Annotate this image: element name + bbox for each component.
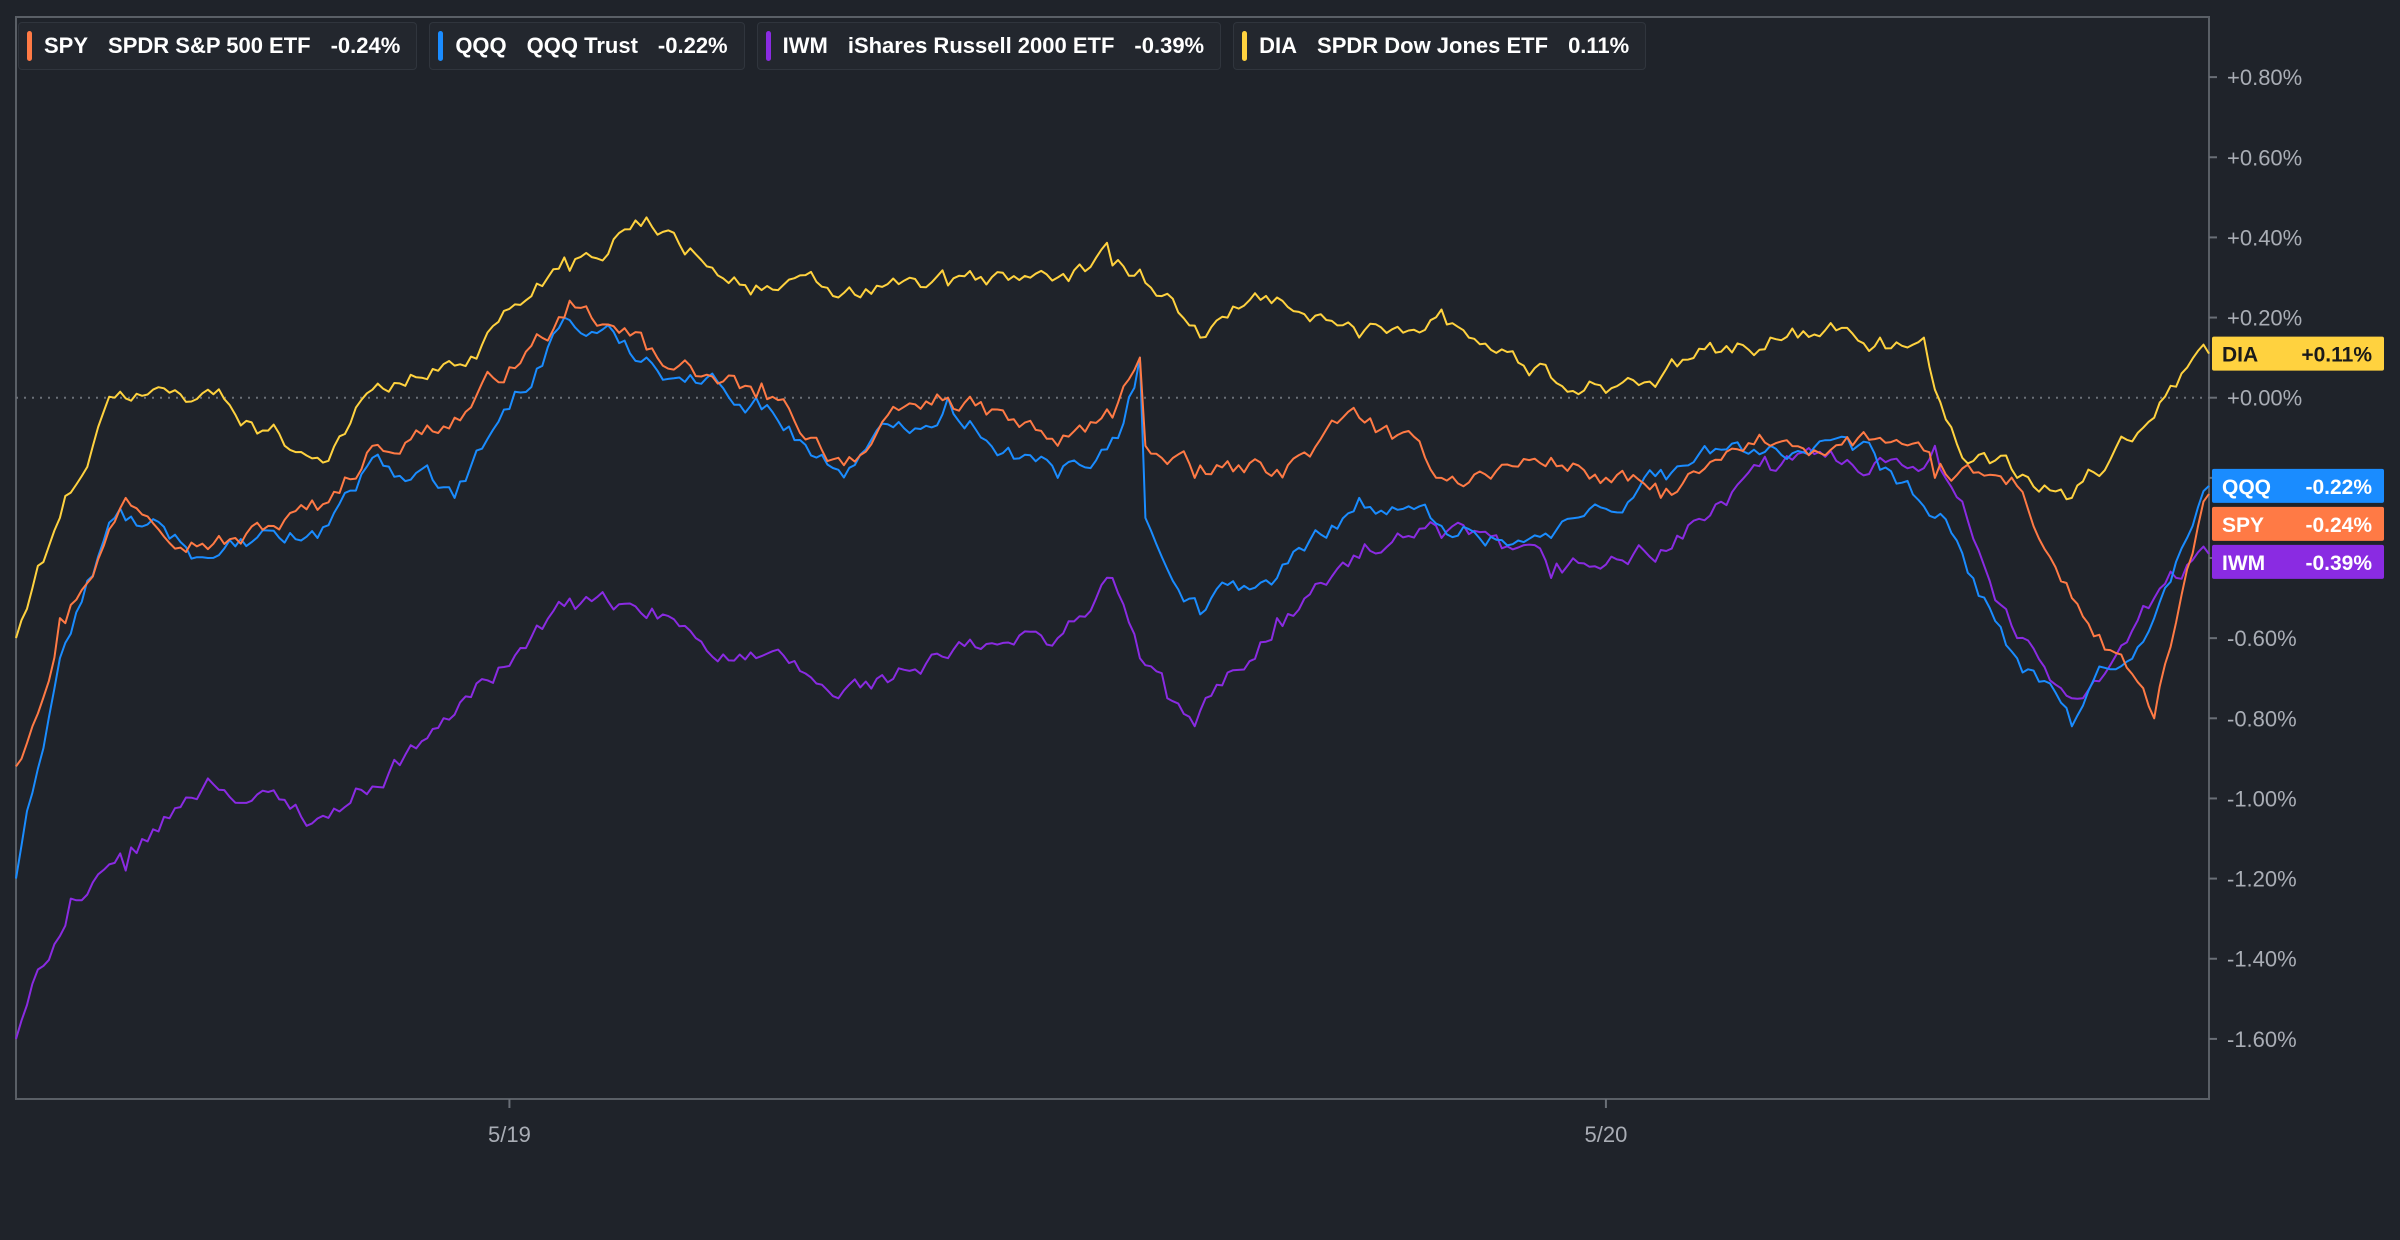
value-tag-dia: DIA +0.11% (2212, 336, 2384, 371)
legend: SPY SPDR S&P 500 ETF -0.24% QQQ QQQ Trus… (18, 22, 1647, 70)
x-tick-label: 5/19 (488, 1122, 531, 1147)
legend-ticker-qqq: QQQ (455, 33, 507, 58)
y-tick-label: +0.60% (2227, 145, 2302, 170)
series-line-qqq (15, 316, 2210, 879)
legend-name-iwm: iShares Russell 2000 ETF (847, 33, 1115, 58)
legend-item-qqq[interactable]: QQQ QQQ Trust -0.22% (429, 22, 745, 70)
legend-swatch-iwm (765, 31, 771, 61)
value-tag-ticker: QQQ (2222, 476, 2271, 499)
legend-item-dia[interactable]: DIA SPDR Dow Jones ETF 0.11% (1233, 22, 1647, 70)
value-tag-qqq: QQQ -0.22% (2212, 468, 2384, 503)
y-tick-label: -1.60% (2227, 1027, 2297, 1052)
y-tick-label: -1.20% (2227, 867, 2297, 892)
y-tick-label: -1.00% (2227, 786, 2297, 811)
series-line-iwm (15, 444, 2210, 1040)
legend-item-spy[interactable]: SPY SPDR S&P 500 ETF -0.24% (18, 22, 418, 70)
y-tick-label: +0.00% (2227, 386, 2302, 411)
value-tag-value: -0.22% (2305, 476, 2372, 499)
y-tick-label: +0.20% (2227, 306, 2302, 331)
value-tags: DIA +0.11% QQQ -0.22% SPY -0.24% IWM -0.39% (2212, 336, 2384, 579)
value-tag-ticker: IWM (2222, 552, 2265, 575)
x-axis: 5/19 5/20 (488, 1099, 1627, 1147)
y-tick-label: -1.40% (2227, 947, 2297, 972)
value-tag-ticker: SPY (2222, 514, 2264, 537)
legend-item-iwm[interactable]: IWM iShares Russell 2000 ETF -0.39% (756, 22, 1222, 70)
legend-change-spy: -0.24% (330, 33, 401, 58)
legend-name-dia: SPDR Dow Jones ETF (1317, 33, 1549, 58)
legend-change-qqq: -0.22% (657, 33, 728, 58)
x-tick-label: 5/20 (1585, 1122, 1628, 1147)
value-tag-value: -0.39% (2305, 552, 2372, 575)
y-tick-label: +0.40% (2227, 225, 2302, 250)
series-line-spy (15, 299, 2210, 767)
legend-swatch-qqq (438, 31, 444, 61)
legend-ticker-dia: DIA (1259, 33, 1298, 58)
y-tick-label: -0.60% (2227, 626, 2297, 651)
legend-swatch-dia (1242, 31, 1248, 61)
legend-change-dia: 0.11% (1568, 33, 1630, 58)
legend-name-spy: SPDR S&P 500 ETF (108, 33, 311, 58)
value-tag-ticker: DIA (2222, 344, 2258, 367)
series-line-dia (15, 216, 2210, 639)
y-tick-label: +0.80% (2227, 65, 2302, 90)
legend-name-qqq: QQQ Trust (526, 33, 638, 58)
value-tag-value: +0.11% (2301, 344, 2372, 367)
y-tick-label: -0.80% (2227, 706, 2297, 731)
legend-ticker-iwm: IWM (782, 33, 828, 58)
value-tag-spy: SPY -0.24% (2212, 506, 2384, 541)
legend-change-iwm: -0.39% (1134, 33, 1205, 58)
plot-border (15, 16, 2210, 1100)
legend-ticker-spy: SPY (44, 33, 89, 58)
value-tag-iwm: IWM -0.39% (2212, 544, 2384, 579)
series-lines (15, 216, 2210, 1040)
legend-swatch-spy (27, 31, 32, 61)
value-tag-value: -0.24% (2305, 514, 2372, 537)
